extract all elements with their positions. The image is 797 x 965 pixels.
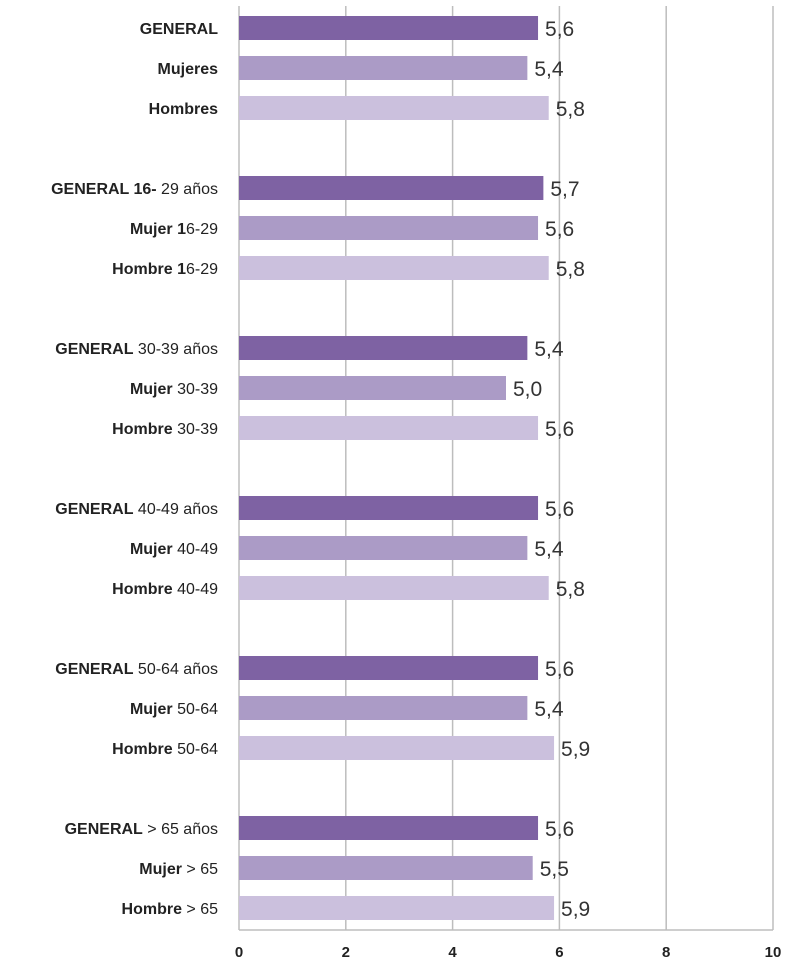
bar — [239, 256, 549, 280]
category-label: Hombre 50-64 — [112, 741, 218, 758]
bar — [239, 16, 539, 40]
data-label: 5,4 — [534, 698, 564, 721]
data-label: 5,9 — [561, 738, 590, 761]
data-label: 5,4 — [534, 58, 564, 81]
bar — [239, 416, 539, 440]
bar — [239, 856, 533, 880]
bar — [239, 816, 539, 840]
data-label: 5,6 — [545, 418, 574, 441]
bar — [239, 176, 544, 200]
category-label: GENERAL 40-49 años — [55, 501, 218, 518]
data-label: 5,8 — [556, 578, 585, 601]
data-label: 5,6 — [545, 498, 574, 521]
category-label: GENERAL > 65 años — [65, 821, 218, 838]
bar — [239, 96, 549, 120]
bar — [239, 656, 539, 680]
bar — [239, 576, 549, 600]
data-label: 5,8 — [556, 258, 585, 281]
data-label: 5,6 — [545, 18, 574, 41]
x-tick-label: 8 — [662, 944, 670, 961]
bar — [239, 736, 555, 760]
data-label: 5,9 — [561, 898, 590, 921]
bars — [239, 16, 555, 920]
category-label: Hombre 16-29 — [112, 261, 218, 278]
x-tick-label: 0 — [235, 944, 243, 961]
bar — [239, 496, 539, 520]
data-label: 5,4 — [534, 338, 564, 361]
category-label: GENERAL 30-39 años — [55, 341, 218, 358]
category-label: Hombre 30-39 — [112, 421, 218, 438]
data-label: 5,6 — [545, 818, 574, 841]
x-tick-label: 4 — [448, 944, 457, 961]
data-label: 5,6 — [545, 658, 574, 681]
category-label: GENERAL 16- 29 años — [51, 181, 218, 198]
bar — [239, 376, 506, 400]
data-label: 5,0 — [513, 378, 542, 401]
bar — [239, 216, 539, 240]
bar — [239, 336, 528, 360]
category-label: Mujer 40-49 — [130, 541, 218, 558]
category-label: Mujeres — [158, 61, 219, 78]
bar — [239, 56, 528, 80]
x-tick-label: 10 — [765, 944, 782, 961]
x-axis-ticks: 0 2 4 6 8 10 — [235, 944, 782, 961]
category-label: GENERAL — [140, 21, 218, 38]
x-tick-label: 6 — [555, 944, 563, 961]
data-label: 5,8 — [556, 98, 585, 121]
category-label: Mujer > 65 — [139, 861, 218, 878]
data-label: 5,7 — [550, 178, 579, 201]
category-labels: GENERAL Mujeres Hombres GENERAL 16- 29 años… — [51, 21, 218, 918]
data-label: 5,4 — [534, 538, 564, 561]
category-label: Mujer 30-39 — [130, 381, 218, 398]
data-label: 5,5 — [540, 858, 569, 881]
bar — [239, 536, 528, 560]
category-label: Hombre 40-49 — [112, 581, 218, 598]
grid-layer — [238, 6, 774, 931]
category-label: Hombres — [149, 101, 218, 118]
bar — [239, 696, 528, 720]
category-label: Mujer 16-29 — [130, 221, 218, 238]
value-labels: 5,65,45,85,75,65,85,45,05,65,65,45,85,65… — [513, 18, 590, 921]
data-label: 5,6 — [545, 218, 574, 241]
category-label: Hombre > 65 — [122, 901, 219, 918]
bar — [239, 896, 555, 920]
category-label: GENERAL 50-64 años — [55, 661, 218, 678]
category-label: Mujer 50-64 — [130, 701, 218, 718]
x-tick-label: 2 — [342, 944, 350, 961]
